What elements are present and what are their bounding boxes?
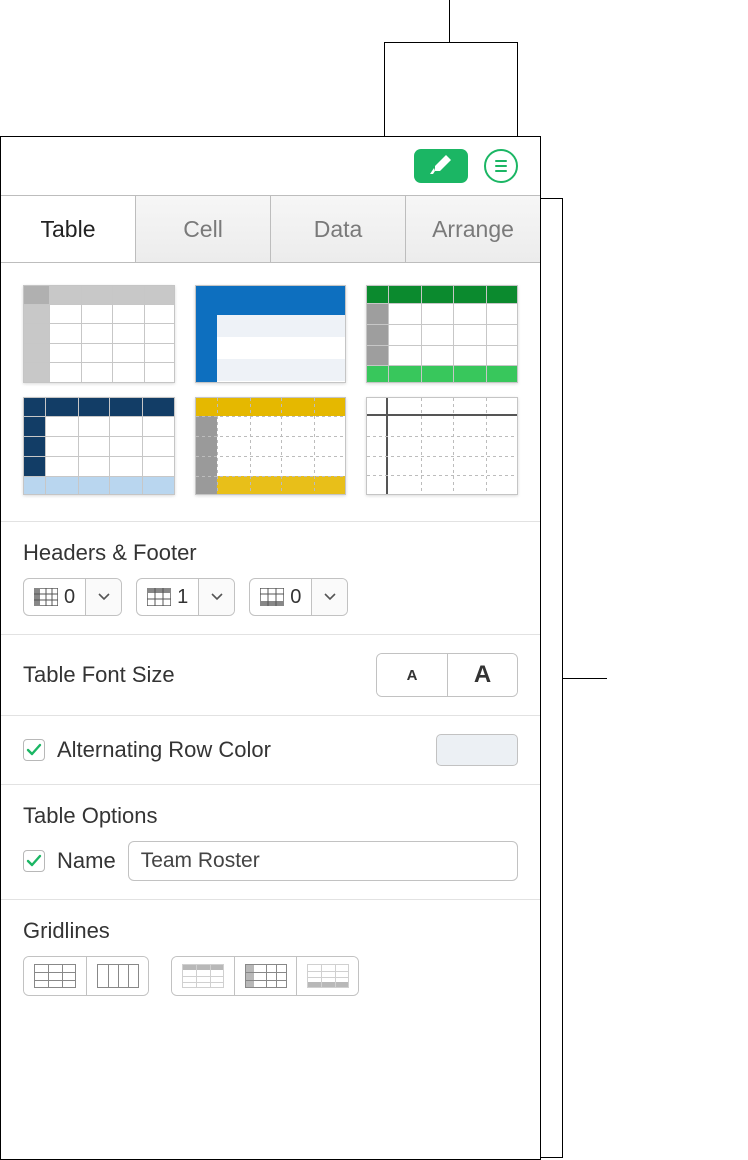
tab-label: Arrange xyxy=(432,216,514,243)
footer-rows-value: 0 xyxy=(290,586,301,609)
inspector-toolbar xyxy=(1,137,540,195)
gridline-icon xyxy=(307,964,349,988)
table-style-green[interactable] xyxy=(366,285,518,383)
section-title: Table Options xyxy=(23,803,518,829)
font-size-increase-button[interactable]: A xyxy=(447,654,517,696)
footer-rows-icon xyxy=(260,588,284,606)
tab-label: Data xyxy=(314,216,363,243)
alt-row-label: Alternating Row Color xyxy=(57,737,271,763)
format-inspector-panel: Table Cell Data Arrange xyxy=(0,136,541,1160)
font-size-section: Table Font Size A A xyxy=(1,635,540,716)
name-label: Name xyxy=(57,848,116,874)
section-title: Table Font Size xyxy=(23,662,175,688)
header-rows-value: 1 xyxy=(177,586,188,609)
tab-label: Table xyxy=(41,216,96,243)
gridline-icon xyxy=(97,964,139,988)
section-title: Headers & Footer xyxy=(23,540,518,566)
alt-row-color-swatch[interactable] xyxy=(436,734,518,766)
gridlines-body-group xyxy=(23,956,149,996)
chevron-down-icon xyxy=(198,579,234,615)
section-title: Gridlines xyxy=(23,918,518,944)
header-columns-stepper[interactable]: 0 xyxy=(23,578,122,616)
chevron-down-icon xyxy=(85,579,121,615)
organize-button[interactable] xyxy=(484,149,518,183)
headers-footer-section: Headers & Footer 0 1 xyxy=(1,522,540,635)
tab-label: Cell xyxy=(183,216,223,243)
table-style-blue[interactable] xyxy=(195,285,347,383)
tab-cell[interactable]: Cell xyxy=(136,196,271,262)
format-button[interactable] xyxy=(414,149,468,183)
table-style-yellow[interactable] xyxy=(195,397,347,495)
gridlines-body-horizontal-button[interactable] xyxy=(24,957,86,995)
table-styles-grid xyxy=(1,263,540,522)
inspector-tabs: Table Cell Data Arrange xyxy=(1,195,540,263)
gridlines-body-vertical-button[interactable] xyxy=(86,957,148,995)
gridlines-header-col-button[interactable] xyxy=(234,957,296,995)
table-style-grey[interactable] xyxy=(23,285,175,383)
font-size-segment: A A xyxy=(376,653,518,697)
font-size-decrease-button[interactable]: A xyxy=(377,654,447,696)
gridlines-header-row-button[interactable] xyxy=(172,957,234,995)
tab-arrange[interactable]: Arrange xyxy=(406,196,540,262)
table-style-navy[interactable] xyxy=(23,397,175,495)
alt-row-section: Alternating Row Color xyxy=(1,716,540,785)
paintbrush-icon xyxy=(428,153,454,180)
header-columns-icon xyxy=(34,588,58,606)
gridline-icon xyxy=(245,964,287,988)
gridlines-section: Gridlines xyxy=(1,900,540,1014)
chevron-down-icon xyxy=(311,579,347,615)
tab-table[interactable]: Table xyxy=(1,196,136,262)
table-options-section: Table Options Name xyxy=(1,785,540,900)
table-style-plain[interactable] xyxy=(366,397,518,495)
header-columns-value: 0 xyxy=(64,586,75,609)
alt-row-checkbox[interactable] xyxy=(23,739,45,761)
header-rows-icon xyxy=(147,588,171,606)
footer-rows-stepper[interactable]: 0 xyxy=(249,578,348,616)
tab-data[interactable]: Data xyxy=(271,196,406,262)
gridlines-footer-row-button[interactable] xyxy=(296,957,358,995)
gridline-icon xyxy=(182,964,224,988)
callout-guide-top xyxy=(384,42,518,136)
table-name-input[interactable] xyxy=(128,841,518,881)
list-icon xyxy=(495,157,507,175)
gridlines-header-group xyxy=(171,956,359,996)
callout-guide-right xyxy=(541,198,563,1158)
gridline-icon xyxy=(34,964,76,988)
name-checkbox[interactable] xyxy=(23,850,45,872)
header-rows-stepper[interactable]: 1 xyxy=(136,578,235,616)
